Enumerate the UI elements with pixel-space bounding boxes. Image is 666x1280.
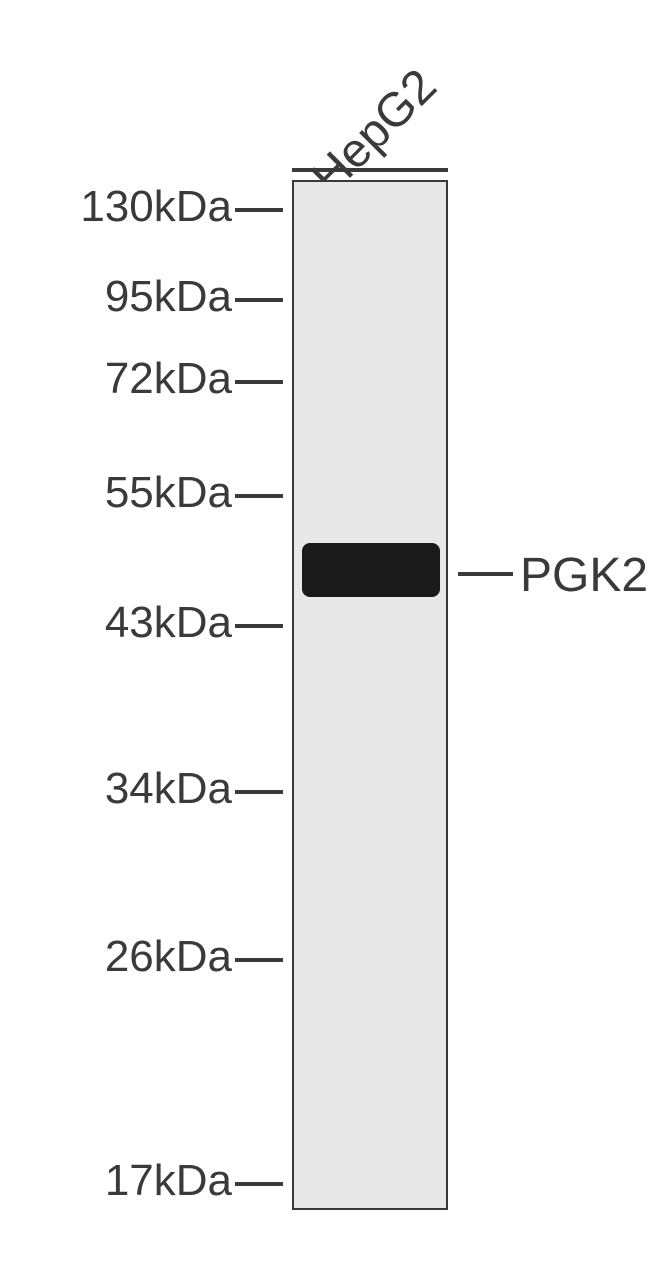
marker-tick: [235, 494, 283, 498]
marker-tick: [235, 624, 283, 628]
protein-tick: [458, 572, 513, 576]
marker-tick: [235, 380, 283, 384]
marker-label: 34kDa: [52, 764, 232, 814]
marker-tick: [235, 1182, 283, 1186]
sample-underline: [292, 168, 448, 172]
marker-label: 95kDa: [52, 272, 232, 322]
marker-label: 43kDa: [52, 598, 232, 648]
western-blot-figure: HepG2 130kDa95kDa72kDa55kDa43kDa34kDa26k…: [0, 0, 666, 1280]
marker-label: 17kDa: [52, 1156, 232, 1206]
protein-label: PGK2: [520, 548, 648, 603]
marker-tick: [235, 790, 283, 794]
marker-label: 55kDa: [52, 468, 232, 518]
marker-tick: [235, 208, 283, 212]
gel-lane: [292, 180, 448, 1210]
protein-band: [302, 543, 440, 597]
marker-label: 130kDa: [52, 182, 232, 232]
marker-label: 72kDa: [52, 354, 232, 404]
marker-label: 26kDa: [52, 932, 232, 982]
marker-tick: [235, 298, 283, 302]
marker-tick: [235, 958, 283, 962]
